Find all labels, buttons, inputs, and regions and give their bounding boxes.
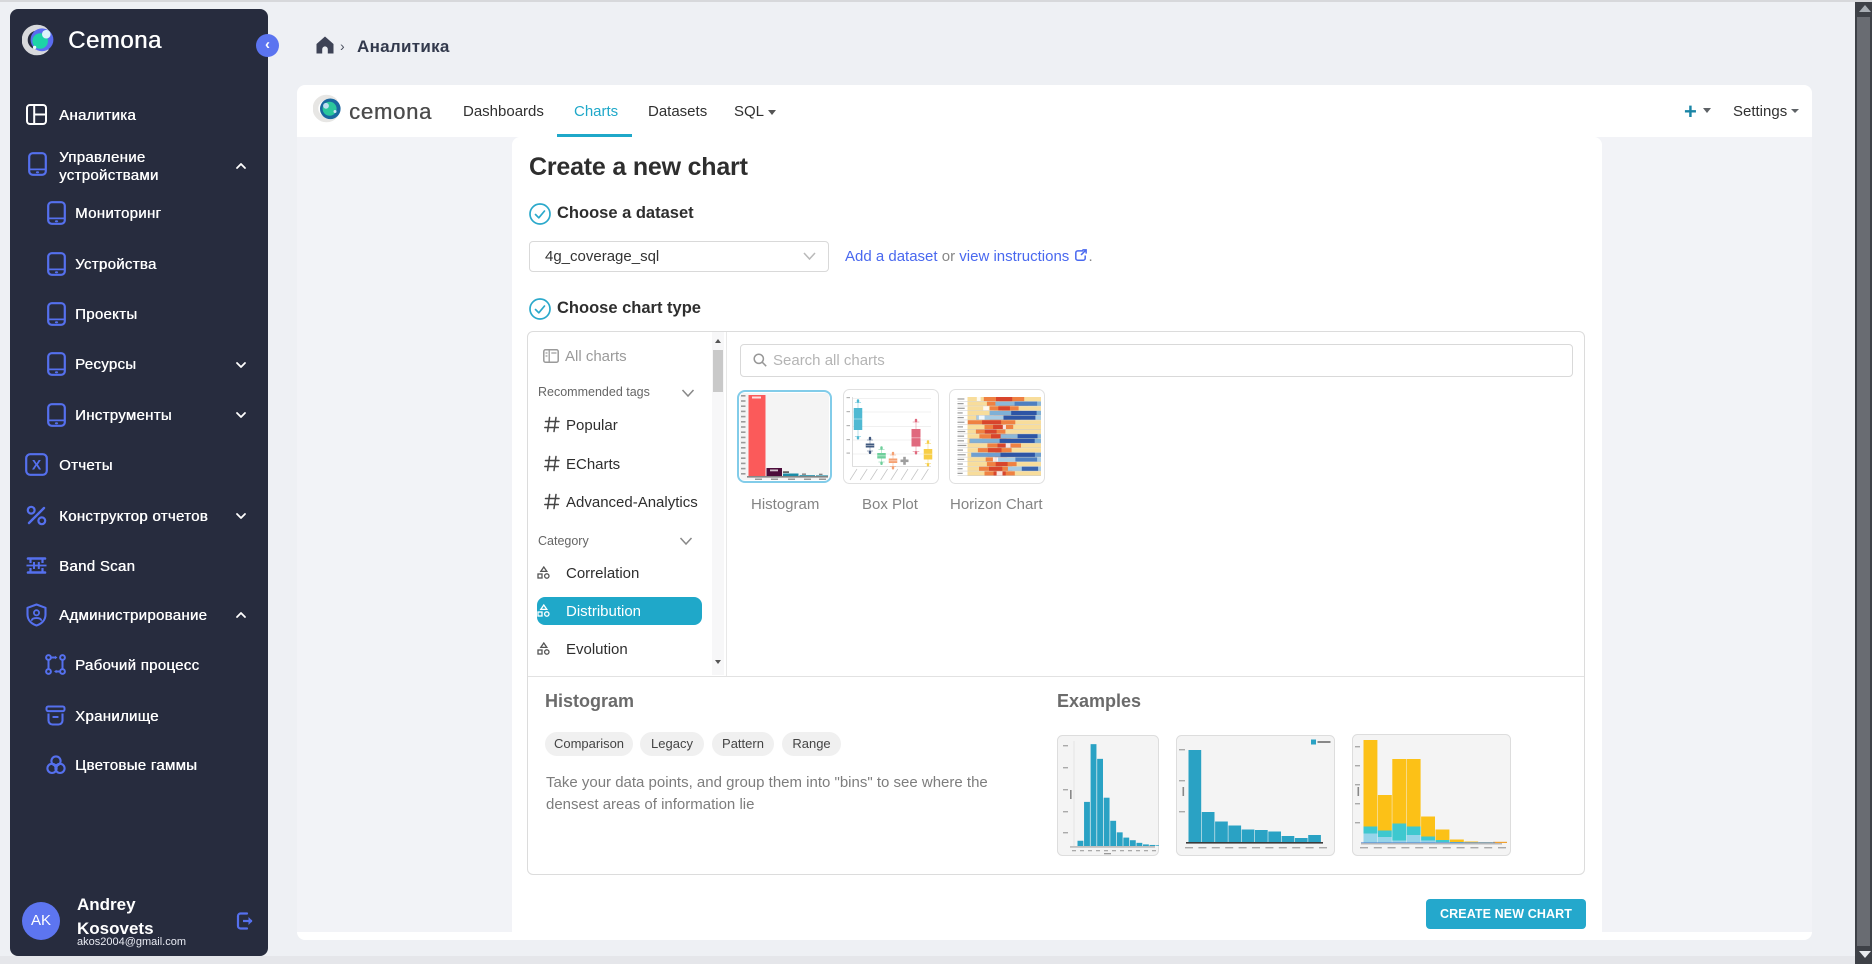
svg-text:X: X [32, 457, 42, 473]
